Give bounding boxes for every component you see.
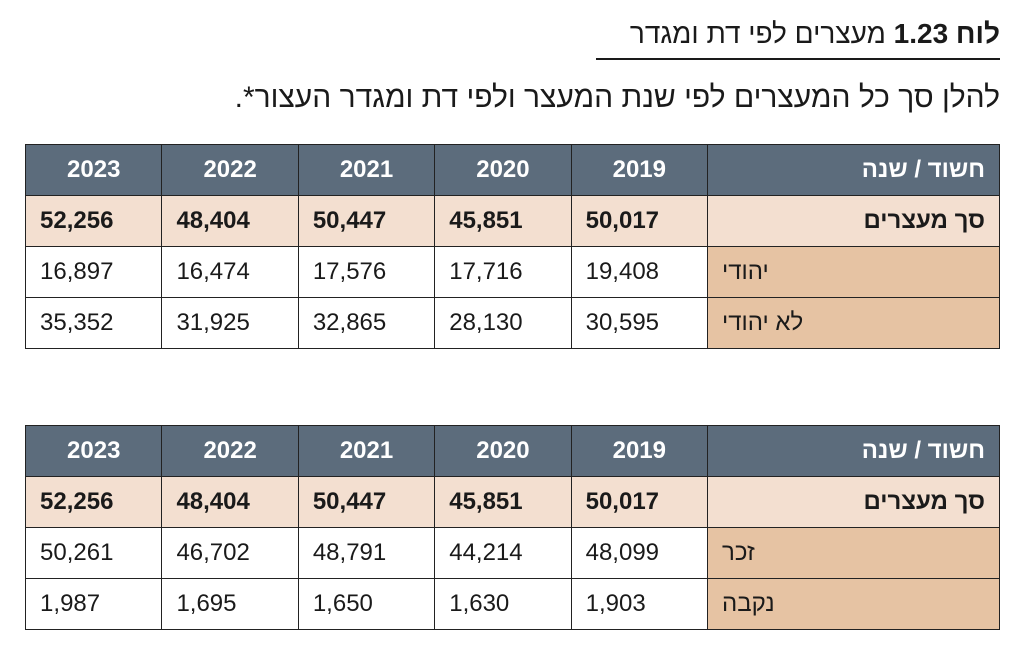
total-label-cell: סך מעצרים <box>707 476 1000 528</box>
total-cell: 52,256 <box>25 476 163 528</box>
table-row: נקבה 1,903 1,630 1,650 1,695 1,987 <box>25 578 1000 630</box>
value-cell: 44,214 <box>434 527 572 579</box>
value-cell: 17,576 <box>297 246 436 298</box>
value-cell: 1,695 <box>161 578 299 630</box>
year-header: 2023 <box>25 425 163 477</box>
value-cell: 1,903 <box>570 578 709 630</box>
value-cell: 50,261 <box>25 527 163 579</box>
value-cell: 17,716 <box>434 246 572 298</box>
table-row: זכר 48,099 44,214 48,791 46,702 50,261 <box>25 527 1000 579</box>
total-row: סך מעצרים 50,017 45,851 50,447 48,404 52… <box>25 476 1000 528</box>
total-cell: 50,447 <box>297 195 436 247</box>
value-cell: 16,474 <box>161 246 299 298</box>
year-header: 2022 <box>161 144 299 196</box>
table-row: לא יהודי 30,595 28,130 32,865 31,925 35,… <box>25 297 1000 349</box>
year-header: 2021 <box>297 425 436 477</box>
total-cell: 45,851 <box>434 195 572 247</box>
total-cell: 50,447 <box>297 476 436 528</box>
total-cell: 52,256 <box>25 195 163 247</box>
table-row: יהודי 19,408 17,716 17,576 16,474 16,897 <box>25 246 1000 298</box>
table-title-number: 1.23 <box>893 18 949 49</box>
table-header-row: חשוד / שנה 2019 2020 2021 2022 2023 <box>25 425 1000 477</box>
total-label-cell: סך מעצרים <box>707 195 1000 247</box>
row-label-cell: לא יהודי <box>707 297 1000 349</box>
value-cell: 31,925 <box>161 297 299 349</box>
table-title-number-label: לוח 1.23 <box>894 18 1000 49</box>
value-cell: 16,897 <box>25 246 163 298</box>
value-cell: 32,865 <box>297 297 436 349</box>
year-header: 2023 <box>25 144 163 196</box>
year-header: 2020 <box>434 144 572 196</box>
value-cell: 48,099 <box>570 527 709 579</box>
value-cell: 30,595 <box>570 297 709 349</box>
religion-arrests-table: חשוד / שנה 2019 2020 2021 2022 2023 סך מ… <box>25 144 1000 349</box>
value-cell: 19,408 <box>570 246 709 298</box>
year-header: 2019 <box>570 144 709 196</box>
year-header: 2022 <box>161 425 299 477</box>
total-cell: 48,404 <box>161 476 299 528</box>
row-label-cell: זכר <box>707 527 1000 579</box>
value-cell: 46,702 <box>161 527 299 579</box>
header-label-cell: חשוד / שנה <box>707 425 1000 477</box>
total-cell: 48,404 <box>161 195 299 247</box>
total-cell: 50,017 <box>570 195 709 247</box>
value-cell: 48,791 <box>297 527 436 579</box>
row-label-cell: יהודי <box>707 246 1000 298</box>
title-underline <box>596 58 1000 60</box>
table-title: לוח 1.23 מעצרים לפי דת ומגדר <box>630 14 1000 58</box>
value-cell: 35,352 <box>25 297 163 349</box>
table-header-row: חשוד / שנה 2019 2020 2021 2022 2023 <box>25 144 1000 196</box>
value-cell: 1,650 <box>297 578 436 630</box>
year-header: 2021 <box>297 144 436 196</box>
total-cell: 50,017 <box>570 476 709 528</box>
gender-arrests-table: חשוד / שנה 2019 2020 2021 2022 2023 סך מ… <box>25 425 1000 630</box>
year-header: 2019 <box>570 425 709 477</box>
table-title-label: לוח <box>955 18 1000 49</box>
value-cell: 28,130 <box>434 297 572 349</box>
total-cell: 45,851 <box>434 476 572 528</box>
total-row: סך מעצרים 50,017 45,851 50,447 48,404 52… <box>25 195 1000 247</box>
header-label-cell: חשוד / שנה <box>707 144 1000 196</box>
year-header: 2020 <box>434 425 572 477</box>
table-subtitle: להלן סך כל המעצרים לפי שנת המעצר ולפי דת… <box>234 81 1000 114</box>
value-cell: 1,630 <box>434 578 572 630</box>
row-label-cell: נקבה <box>707 578 1000 630</box>
value-cell: 1,987 <box>25 578 163 630</box>
table-title-block: לוח 1.23 מעצרים לפי דת ומגדר <box>596 14 1000 60</box>
table-title-text: מעצרים לפי דת ומגדר <box>629 18 886 49</box>
